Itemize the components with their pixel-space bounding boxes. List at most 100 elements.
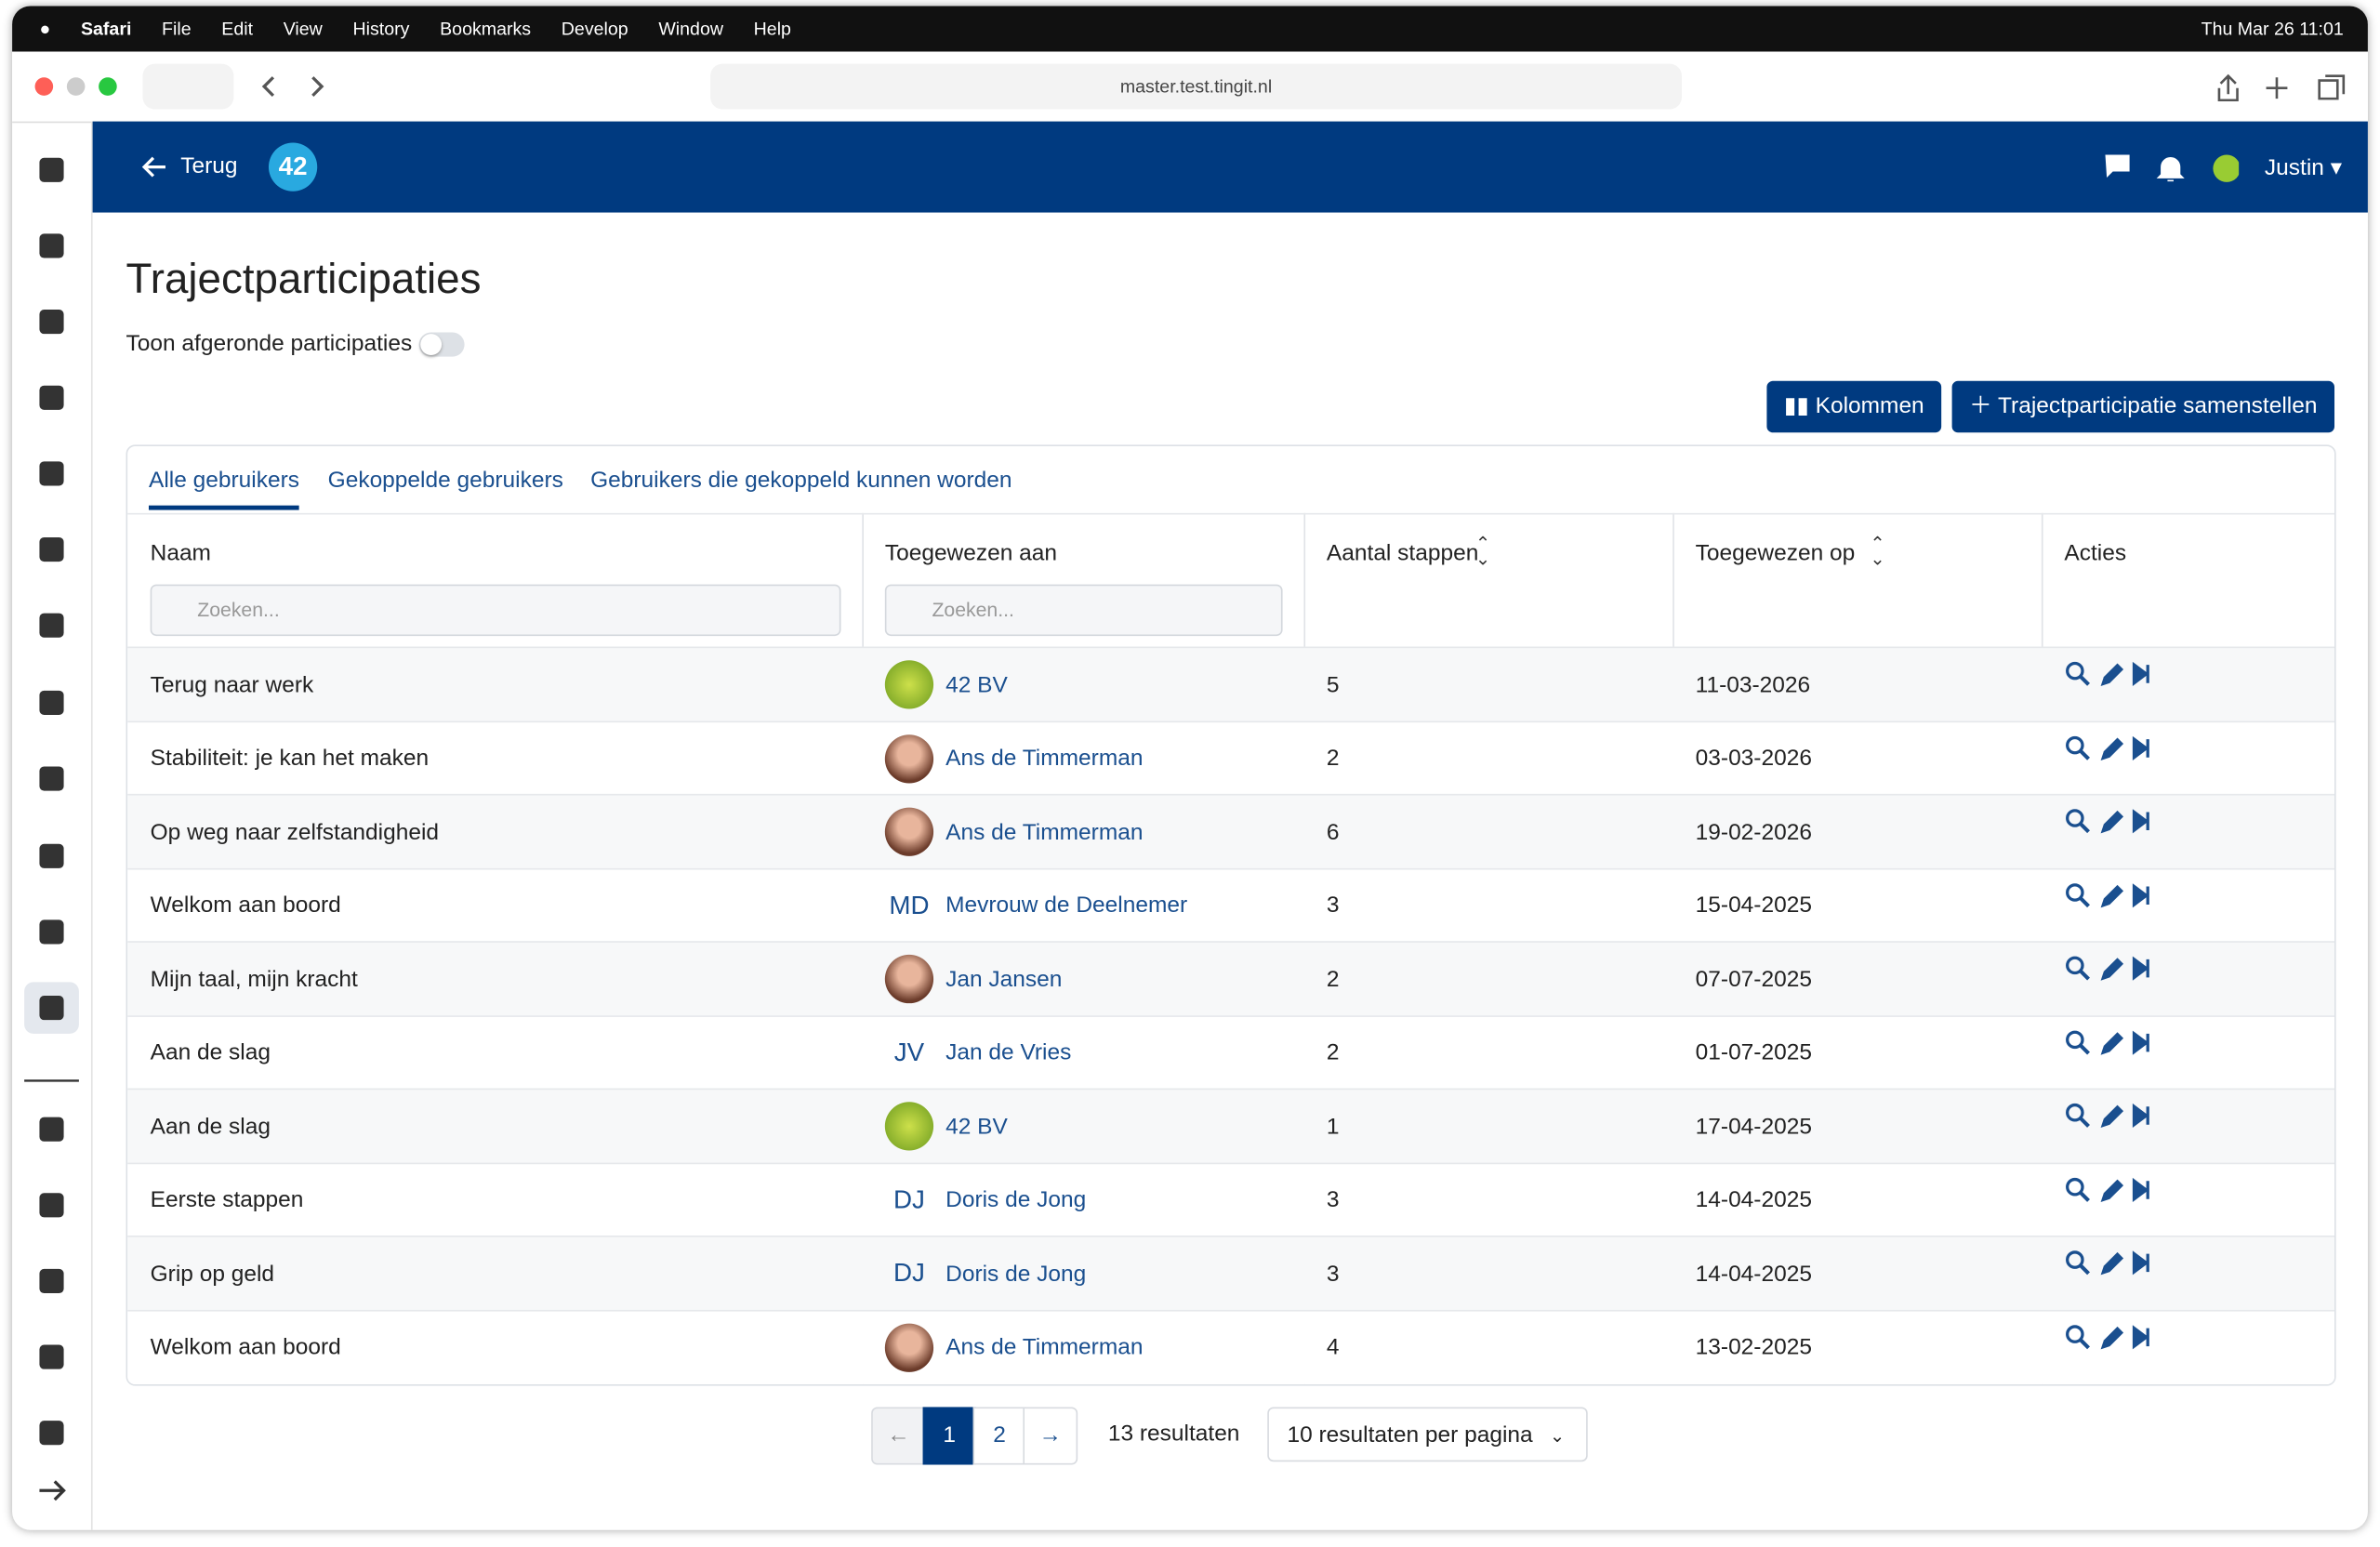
- column-header[interactable]: Aantal stappen: [1326, 540, 1479, 566]
- nav-icon[interactable]: [39, 996, 64, 1021]
- tab[interactable]: Gebruikers die gekoppeld kunnen worden: [590, 467, 1012, 494]
- cell: [2064, 787, 2334, 860]
- nav-icon[interactable]: [39, 1117, 64, 1142]
- nav-icon[interactable]: [39, 766, 64, 791]
- header-icons[interactable]: [2102, 152, 2240, 185]
- cell: DJ Doris de Jong: [885, 1237, 1304, 1311]
- next-page[interactable]: →: [1023, 1407, 1078, 1465]
- nav-icon[interactable]: [39, 310, 64, 335]
- assignee-link[interactable]: Jan Jansen: [945, 966, 1063, 993]
- menu-item[interactable]: File: [162, 18, 192, 40]
- cell: Ans de Timmerman: [884, 721, 1304, 795]
- row-actions[interactable]: [2064, 808, 2170, 839]
- create-button[interactable]: ＋ Trajectparticipatie samenstellen: [1951, 380, 2335, 433]
- row-actions[interactable]: [2064, 955, 2170, 985]
- nav-icon[interactable]: [39, 233, 64, 258]
- tab[interactable]: Gekoppelde gebruikers: [327, 467, 563, 494]
- columns-button[interactable]: ▮▮ Kolommen: [1766, 380, 1942, 433]
- steps: 6: [1326, 819, 1340, 845]
- nav-icon[interactable]: [39, 461, 64, 486]
- nav-icon[interactable]: [39, 385, 64, 410]
- browser-actions[interactable]: [2213, 73, 2349, 103]
- assignee-link[interactable]: Doris de Jong: [945, 1261, 1087, 1288]
- user-menu[interactable]: Justin ▾: [2264, 154, 2343, 181]
- back-arrow[interactable]: [141, 155, 168, 179]
- assignee-link[interactable]: Doris de Jong: [945, 1187, 1087, 1213]
- row-actions[interactable]: [2064, 881, 2170, 912]
- search-input[interactable]: Zoeken...: [884, 584, 1283, 637]
- menu-item[interactable]: Window: [658, 18, 724, 40]
- nav-icon[interactable]: [39, 613, 64, 638]
- nav-icon[interactable]: [39, 843, 64, 868]
- app-name[interactable]: Safari: [80, 18, 132, 40]
- nav-icon[interactable]: [39, 919, 64, 945]
- row-actions[interactable]: [2064, 661, 2170, 692]
- toolbar: master.test.tingit.nl: [12, 51, 2368, 124]
- menu-item[interactable]: Develop: [561, 18, 628, 40]
- menu-item[interactable]: View: [283, 18, 323, 40]
- page-button[interactable]: 2: [972, 1407, 1026, 1465]
- date: 14-04-2025: [1695, 1261, 1812, 1288]
- participation-name: Mijn taal, mijn kracht: [150, 966, 358, 993]
- cell: [2064, 1228, 2334, 1302]
- page-title: Trajectparticipaties: [126, 255, 482, 302]
- nav-icon[interactable]: [39, 1193, 64, 1218]
- participation-name: Welkom aan boord: [150, 1334, 341, 1361]
- table-row: Welkom aan boord MD Mevrouw de Deelnemer 3 1…: [127, 867, 2335, 943]
- cell: [2064, 713, 2334, 787]
- per-page-select[interactable]: 10 resultaten per pagina ⌄: [1267, 1407, 1588, 1462]
- sidebar-toggle[interactable]: [142, 63, 234, 110]
- table-row: Mijn taal, mijn kracht Jan Jansen 2 07-07-2…: [127, 941, 2335, 1017]
- row-actions[interactable]: [2064, 1176, 2170, 1207]
- table-header: Naam Toegewezen aan Aantal stappen ⌃ ⌄ Toegew…: [127, 512, 2335, 648]
- row-actions[interactable]: [2064, 1323, 2170, 1354]
- row-actions[interactable]: [2064, 734, 2170, 765]
- prev-page[interactable]: ←: [871, 1407, 926, 1465]
- user-name: Justin: [2264, 154, 2324, 181]
- table-card: Alle gebruikers Gekoppelde gebruikers Gebr…: [126, 444, 2336, 1386]
- menu-item[interactable]: History: [352, 18, 410, 40]
- search-input[interactable]: Zoeken...: [150, 584, 841, 637]
- back-link[interactable]: Terug: [180, 152, 238, 179]
- address-bar[interactable]: master.test.tingit.nl: [710, 63, 1682, 110]
- nav-icon[interactable]: [39, 690, 64, 715]
- logo[interactable]: 42: [268, 142, 318, 192]
- assignee-link[interactable]: Ans de Timmerman: [945, 1334, 1144, 1361]
- table-row: Aan de slag 42 BV 1 17-04-2025: [127, 1088, 2335, 1164]
- row-actions[interactable]: [2064, 1250, 2170, 1280]
- sort-icon[interactable]: ⌃ ⌄: [1474, 533, 1491, 570]
- column-header: Toegewezen aan: [884, 540, 1058, 566]
- cell: Ans de Timmerman: [884, 796, 1304, 869]
- apple[interactable]: ●: [39, 18, 51, 40]
- menu-item[interactable]: Edit: [221, 18, 254, 40]
- sort-icon[interactable]: ⌃ ⌄: [1870, 533, 1885, 570]
- clock: Thu Mar 26 11:01: [2201, 18, 2344, 40]
- assignee-link[interactable]: Jan de Vries: [945, 1039, 1072, 1066]
- nav-icon[interactable]: [39, 536, 64, 562]
- page-button[interactable]: 1: [922, 1407, 976, 1465]
- nav-icon[interactable]: [39, 1421, 64, 1446]
- menu-item[interactable]: Help: [753, 18, 791, 40]
- assignee-link[interactable]: 42 BV: [945, 1113, 1008, 1140]
- assignee-link[interactable]: Ans de Timmerman: [945, 746, 1144, 772]
- nav-arrows[interactable]: [255, 73, 331, 99]
- avatar-initials: JV: [893, 1038, 925, 1067]
- nav-icon[interactable]: [39, 157, 64, 182]
- row-actions[interactable]: [2064, 1103, 2170, 1133]
- column-header[interactable]: Toegewezen op: [1695, 540, 1856, 566]
- assignee-link[interactable]: 42 BV: [945, 671, 1008, 698]
- steps: 5: [1326, 671, 1340, 698]
- assignee-link[interactable]: Ans de Timmerman: [945, 819, 1144, 845]
- participation-name: Terug naar werk: [150, 671, 314, 698]
- tab[interactable]: Alle gebruikers: [148, 468, 299, 510]
- search-placeholder: Zoeken...: [932, 598, 1014, 621]
- toggle[interactable]: [418, 332, 465, 357]
- nav-icon[interactable]: [39, 1344, 64, 1369]
- nav-icon[interactable]: [39, 1268, 64, 1294]
- row-actions[interactable]: [2064, 1029, 2170, 1060]
- date: 14-04-2025: [1695, 1187, 1812, 1213]
- participation-name: Aan de slag: [150, 1113, 271, 1140]
- menu-item[interactable]: Bookmarks: [440, 18, 532, 40]
- assignee-link[interactable]: Mevrouw de Deelnemer: [945, 892, 1188, 919]
- expand-sidebar[interactable]: [39, 1480, 66, 1501]
